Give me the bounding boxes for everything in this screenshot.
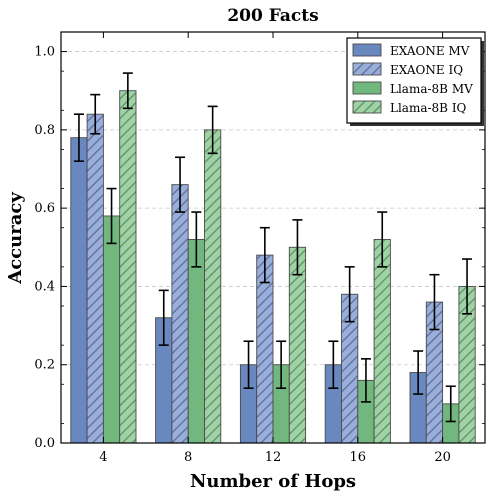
legend-swatch-3 — [352, 100, 382, 114]
legend-swatch-2 — [352, 81, 382, 95]
x-tick-label-4: 20 — [434, 450, 451, 465]
error-bars — [73, 72, 473, 423]
bar-llama-8b-iq-12 — [288, 246, 307, 444]
legend-label-0: EXAONE MV — [390, 44, 470, 58]
bar-exaone-mv-4 — [70, 137, 88, 444]
x-axis-label: Number of Hops — [190, 471, 356, 492]
bar-exaone-iq-8 — [171, 184, 189, 444]
bar-llama-8b-mv-4 — [102, 215, 121, 444]
bars — [70, 90, 476, 444]
bar-llama-8b-iq-16 — [373, 239, 391, 444]
chart-title: 200 Facts — [227, 6, 318, 26]
y-tick-label-1: 0.2 — [34, 358, 55, 373]
y-axis-label: Accuracy — [5, 192, 26, 285]
bar-llama-8b-mv-8 — [187, 239, 205, 444]
legend-label-3: Llama-8B IQ — [390, 101, 467, 115]
legend-swatch-0 — [352, 43, 382, 57]
x-tick-label-1: 8 — [184, 450, 192, 465]
y-tick-label-5: 1.0 — [34, 45, 55, 60]
y-tick-label-0: 0.0 — [34, 436, 55, 451]
y-tick-label-4: 0.8 — [34, 123, 55, 138]
bar-llama-8b-iq-8 — [204, 129, 222, 444]
legend: EXAONE MV EXAONE IQ Llama-8B MV Llama-8B IQ — [346, 37, 484, 126]
legend-label-1: EXAONE IQ — [390, 63, 463, 77]
x-tick-label-2: 12 — [265, 450, 282, 465]
y-tick-label-3: 0.6 — [34, 201, 55, 216]
x-tick-label-3: 16 — [350, 450, 367, 465]
bar-llama-8b-iq-4 — [119, 90, 137, 444]
bar-exaone-iq-4 — [86, 113, 104, 444]
legend-swatch-1 — [352, 62, 382, 76]
legend-label-2: Llama-8B MV — [390, 82, 473, 96]
x-tick-label-0: 4 — [99, 450, 107, 465]
y-tick-label-2: 0.4 — [34, 279, 55, 294]
